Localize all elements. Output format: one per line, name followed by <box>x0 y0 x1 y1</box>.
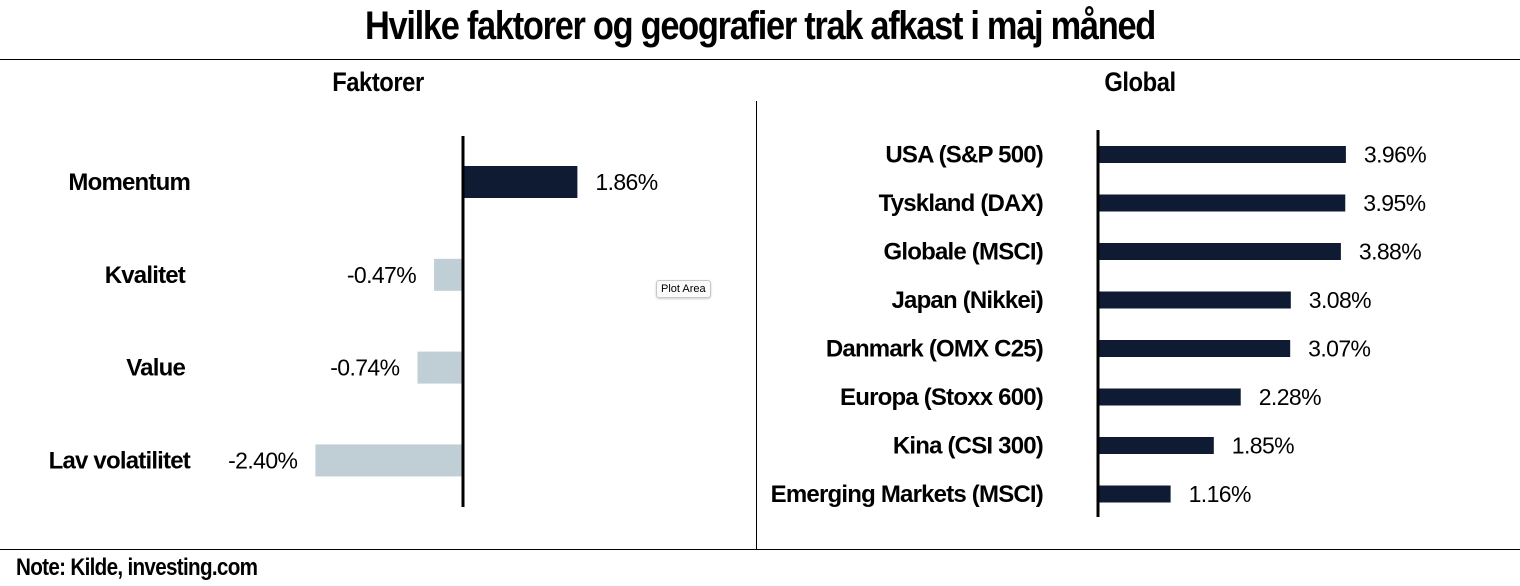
global-value-label: 2.28% <box>1259 384 1321 410</box>
title-divider <box>0 59 1520 60</box>
global-bar <box>1098 388 1241 406</box>
factor-category-label: Momentum <box>68 169 190 196</box>
factor-value-label: -2.40% <box>228 447 297 473</box>
global-bar <box>1098 485 1171 503</box>
factor-category-label: Lav volatilitet <box>49 447 191 474</box>
global-bar <box>1098 243 1341 260</box>
factors-chart: 1.86% Momentum -0.47% Kvalitet -0.74% Value -2… <box>49 136 658 507</box>
global-chart-title: Global <box>1104 67 1176 97</box>
footer-divider <box>0 549 1520 550</box>
global-value-label: 3.07% <box>1308 336 1370 362</box>
global-category-label: Kina (CSI 300) <box>893 433 1043 460</box>
global-category-label: Danmark (OMX C25) <box>826 336 1043 363</box>
global-value-label: 3.08% <box>1309 287 1371 313</box>
factor-value-label: -0.47% <box>347 262 416 288</box>
global-bar <box>1098 291 1291 309</box>
factor-value-label: -0.74% <box>330 355 399 381</box>
global-category-label: Europa (Stoxx 600) <box>840 384 1043 411</box>
global-category-label: Tyskland (DAX) <box>879 190 1043 217</box>
factor-bar <box>434 258 463 291</box>
global-value-label: 3.95% <box>1363 190 1425 216</box>
global-category-label: Japan (Nikkei) <box>891 287 1043 314</box>
factor-category-label: Value <box>126 355 185 382</box>
global-value-label: 1.85% <box>1232 433 1294 459</box>
global-value-label: 3.96% <box>1364 142 1426 168</box>
factor-value-label: 1.86% <box>595 169 657 195</box>
global-category-label: Globale (MSCI) <box>884 239 1043 266</box>
global-bar <box>1098 437 1214 454</box>
global-value-label: 1.16% <box>1189 481 1251 507</box>
global-bar <box>1098 146 1346 163</box>
page-title: Hvilke faktorer og geografier trak afkas… <box>364 4 1156 48</box>
plot-area-tooltip: Plot Area <box>656 280 711 298</box>
global-category-label: USA (S&P 500) <box>885 142 1043 169</box>
global-bar <box>1098 340 1291 357</box>
factors-chart-title: Faktorer <box>332 67 424 97</box>
factor-bar <box>463 166 578 198</box>
global-category-label: Emerging Markets (MSCI) <box>771 481 1043 508</box>
factor-category-label: Kvalitet <box>105 262 186 289</box>
factor-bar <box>315 444 463 477</box>
source-note: Note: Kilde, investing.com <box>16 554 258 581</box>
global-bar <box>1098 194 1346 212</box>
factor-bar <box>417 351 463 384</box>
panel-divider <box>756 101 757 550</box>
global-value-label: 3.88% <box>1359 239 1421 265</box>
